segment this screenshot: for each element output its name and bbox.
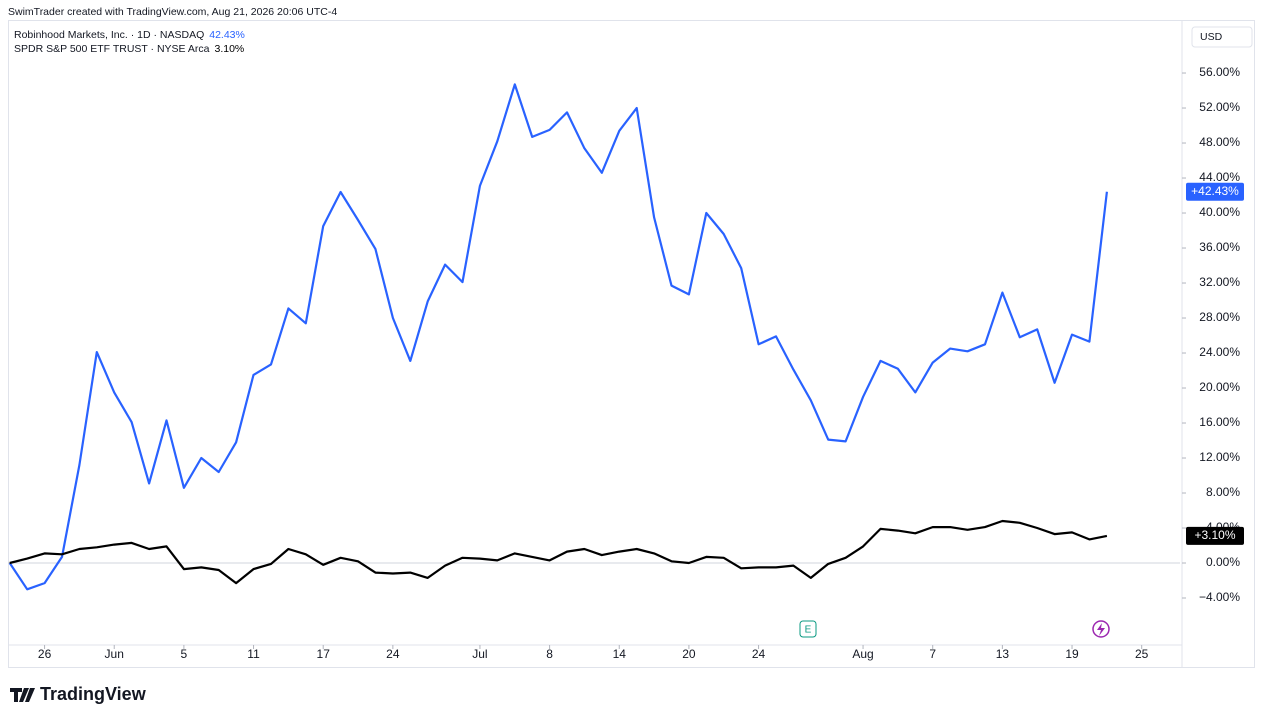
price-badge-label: +3.10% <box>1194 528 1235 542</box>
logo-icon <box>10 688 35 702</box>
legend-name: Robinhood Markets, Inc. · 1D · NASDAQ <box>14 29 204 41</box>
x-tick-label: 17 <box>317 647 331 661</box>
y-tick-label: 12.00% <box>1199 450 1240 464</box>
y-tick-label: 20.00% <box>1199 380 1240 394</box>
legend-name: SPDR S&P 500 ETF TRUST · NYSE Arca <box>14 43 210 55</box>
y-tick-label: 40.00% <box>1199 205 1240 219</box>
x-tick-label: 25 <box>1135 647 1149 661</box>
x-tick-label: 11 <box>247 647 260 661</box>
y-tick-label: 24.00% <box>1199 345 1240 359</box>
y-tick-label: 32.00% <box>1199 275 1240 289</box>
x-tick-label: Aug <box>852 647 873 661</box>
x-tick-label: 26 <box>38 647 52 661</box>
x-tick-label: Jun <box>105 647 124 661</box>
axes: −4.00%0.00%4.00%8.00%12.00%16.00%20.00%2… <box>38 65 1244 661</box>
price-badge-label: +42.43% <box>1191 184 1239 198</box>
earnings-label: E <box>805 625 812 636</box>
price-badge <box>1186 182 1244 201</box>
x-tick-label: 20 <box>682 647 696 661</box>
y-tick-label: 0.00% <box>1206 555 1240 569</box>
y-tick-label: 48.00% <box>1199 135 1240 149</box>
x-tick-label: 24 <box>752 647 766 661</box>
x-tick-label: 8 <box>546 647 553 661</box>
earnings-marker[interactable] <box>799 620 817 638</box>
x-tick-label: Jul <box>472 647 487 661</box>
y-tick-label: 16.00% <box>1199 415 1240 429</box>
y-tick-label: 28.00% <box>1199 310 1240 324</box>
event-icon <box>1097 623 1105 636</box>
y-tick-label: 36.00% <box>1199 240 1240 254</box>
y-tick-label: 52.00% <box>1199 100 1240 114</box>
y-tick-label: −4.00% <box>1199 590 1240 604</box>
x-tick-label: 13 <box>996 647 1010 661</box>
y-tick-label: 8.00% <box>1206 485 1240 499</box>
chart-frame <box>8 20 1255 668</box>
x-tick-label: 19 <box>1065 647 1079 661</box>
x-tick-label: 24 <box>386 647 400 661</box>
currency-box[interactable] <box>1191 26 1253 48</box>
y-tick-label: 44.00% <box>1199 170 1240 184</box>
legend: Robinhood Markets, Inc. · 1D · NASDAQ 42.… <box>14 29 245 55</box>
x-tick-label: 14 <box>613 647 627 661</box>
legend-value: 42.43% <box>209 29 245 41</box>
series-line <box>9 519 1108 585</box>
price-badge <box>1186 526 1244 545</box>
logo: TradingView <box>40 684 147 704</box>
series-line <box>8 83 1108 591</box>
header: SwimTrader created with TradingView.com,… <box>8 6 337 18</box>
lines <box>8 83 1108 591</box>
currency: USD <box>1200 31 1223 43</box>
y-tick-label: 56.00% <box>1199 65 1240 79</box>
x-tick-label: 7 <box>929 647 936 661</box>
x-tick-label: 5 <box>181 647 188 661</box>
legend-value: 3.10% <box>214 43 244 55</box>
